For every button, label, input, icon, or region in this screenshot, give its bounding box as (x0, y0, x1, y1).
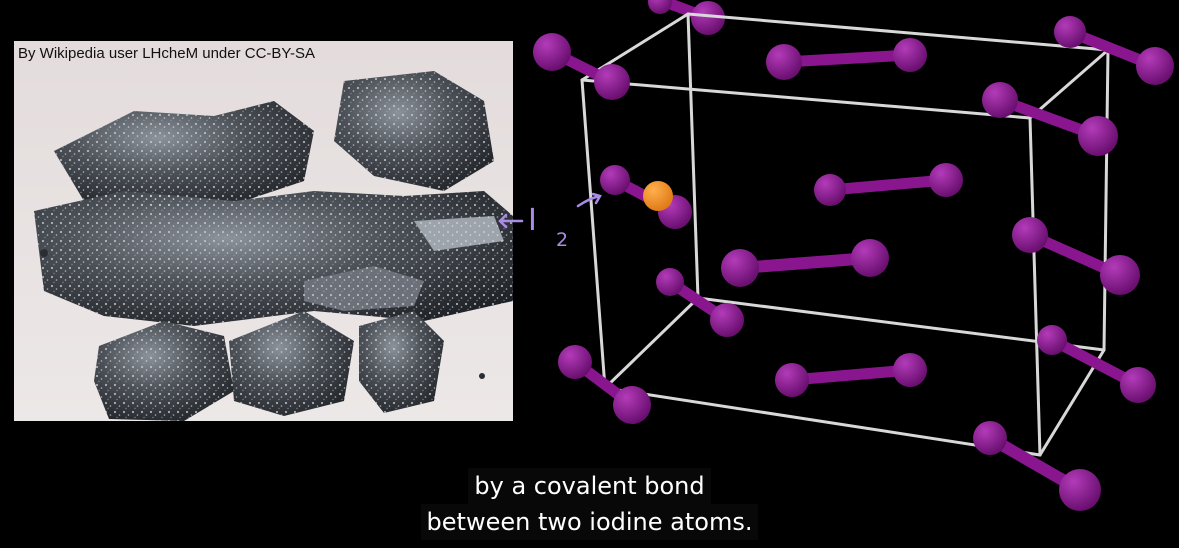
iodine-molecule (721, 239, 889, 287)
i2-symbol: I (528, 203, 537, 238)
iodine-molecule (1037, 325, 1156, 403)
iodine-molecule (558, 345, 651, 424)
iodine-crystal-photo: By Wikipedia user LHcheM under CC-BY-SA (14, 41, 513, 421)
iodine-molecule (656, 268, 744, 337)
i2-annotation (498, 192, 602, 229)
iodine-molecule (814, 163, 963, 206)
caption-line-1: by a covalent bond (468, 468, 711, 504)
caption-line-2: between two iodine atoms. (420, 504, 759, 540)
iodine-molecule (775, 353, 927, 397)
arrow-right-icon (576, 192, 602, 208)
i2-subscript: 2 (556, 229, 568, 251)
crystal-flakes (34, 71, 513, 421)
iodine-molecule (1012, 217, 1140, 295)
highlighted-atom (643, 181, 673, 211)
subtitle-caption: by a covalent bond between two iodine at… (0, 468, 1179, 540)
iodine-molecule (533, 33, 630, 100)
iodine-molecule (766, 38, 927, 80)
iodine-molecule (982, 82, 1118, 156)
photo-credit: By Wikipedia user LHcheM under CC-BY-SA (18, 45, 316, 62)
iodine-crystal-image (14, 41, 513, 421)
iodine-molecule (973, 421, 1101, 511)
iodine-molecule (1054, 16, 1174, 85)
arrow-left-icon (498, 213, 524, 229)
